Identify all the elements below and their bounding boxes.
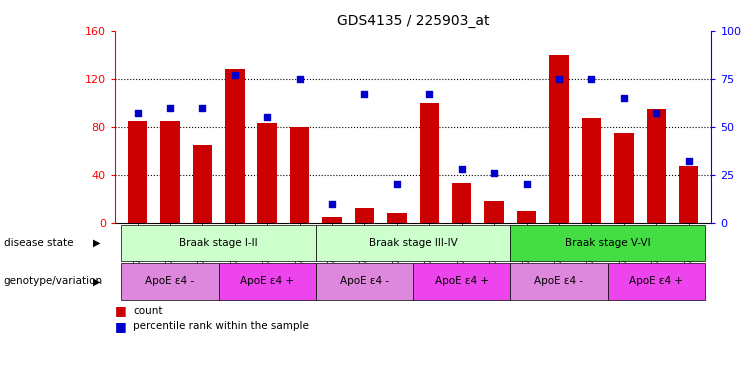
Text: ■: ■ bbox=[115, 305, 127, 318]
Bar bbox=[127, 121, 147, 223]
Point bbox=[423, 91, 435, 97]
Point bbox=[618, 95, 630, 101]
Point bbox=[682, 158, 694, 164]
Point bbox=[164, 104, 176, 111]
Text: ApoE ε4 -: ApoE ε4 - bbox=[340, 276, 389, 286]
Point bbox=[488, 170, 500, 176]
Bar bbox=[485, 201, 504, 223]
Bar bbox=[387, 213, 407, 223]
Bar bbox=[258, 123, 277, 223]
Bar bbox=[582, 118, 601, 223]
Point bbox=[262, 114, 273, 120]
Point bbox=[293, 76, 305, 82]
Text: ApoE ε4 -: ApoE ε4 - bbox=[534, 276, 584, 286]
Point bbox=[229, 72, 241, 78]
Point bbox=[521, 181, 533, 187]
Bar bbox=[355, 208, 374, 223]
Text: count: count bbox=[133, 306, 163, 316]
Text: ▶: ▶ bbox=[93, 238, 100, 248]
Bar bbox=[225, 69, 245, 223]
Text: ■: ■ bbox=[115, 320, 127, 333]
Bar bbox=[646, 109, 666, 223]
Point bbox=[553, 76, 565, 82]
Point bbox=[391, 181, 403, 187]
Text: percentile rank within the sample: percentile rank within the sample bbox=[133, 321, 309, 331]
Bar bbox=[193, 145, 212, 223]
Bar bbox=[614, 133, 634, 223]
Text: ApoE ε4 +: ApoE ε4 + bbox=[240, 276, 294, 286]
Text: ApoE ε4 +: ApoE ε4 + bbox=[435, 276, 489, 286]
Bar bbox=[516, 211, 536, 223]
Point bbox=[359, 91, 370, 97]
Bar bbox=[679, 166, 699, 223]
Text: disease state: disease state bbox=[4, 238, 73, 248]
Point bbox=[651, 110, 662, 116]
Bar bbox=[160, 121, 179, 223]
Text: ApoE ε4 -: ApoE ε4 - bbox=[145, 276, 195, 286]
Text: Braak stage III-IV: Braak stage III-IV bbox=[369, 238, 457, 248]
Bar bbox=[549, 55, 569, 223]
Point bbox=[585, 76, 597, 82]
Bar bbox=[419, 103, 439, 223]
Bar bbox=[322, 217, 342, 223]
Point bbox=[196, 104, 208, 111]
Text: Braak stage I-II: Braak stage I-II bbox=[179, 238, 258, 248]
Title: GDS4135 / 225903_at: GDS4135 / 225903_at bbox=[337, 14, 489, 28]
Point bbox=[456, 166, 468, 172]
Bar bbox=[290, 127, 310, 223]
Point bbox=[132, 110, 144, 116]
Text: genotype/variation: genotype/variation bbox=[4, 276, 103, 286]
Text: ▶: ▶ bbox=[93, 276, 100, 286]
Bar bbox=[452, 183, 471, 223]
Point bbox=[326, 200, 338, 207]
Text: Braak stage V-VI: Braak stage V-VI bbox=[565, 238, 651, 248]
Text: ApoE ε4 +: ApoE ε4 + bbox=[629, 276, 683, 286]
